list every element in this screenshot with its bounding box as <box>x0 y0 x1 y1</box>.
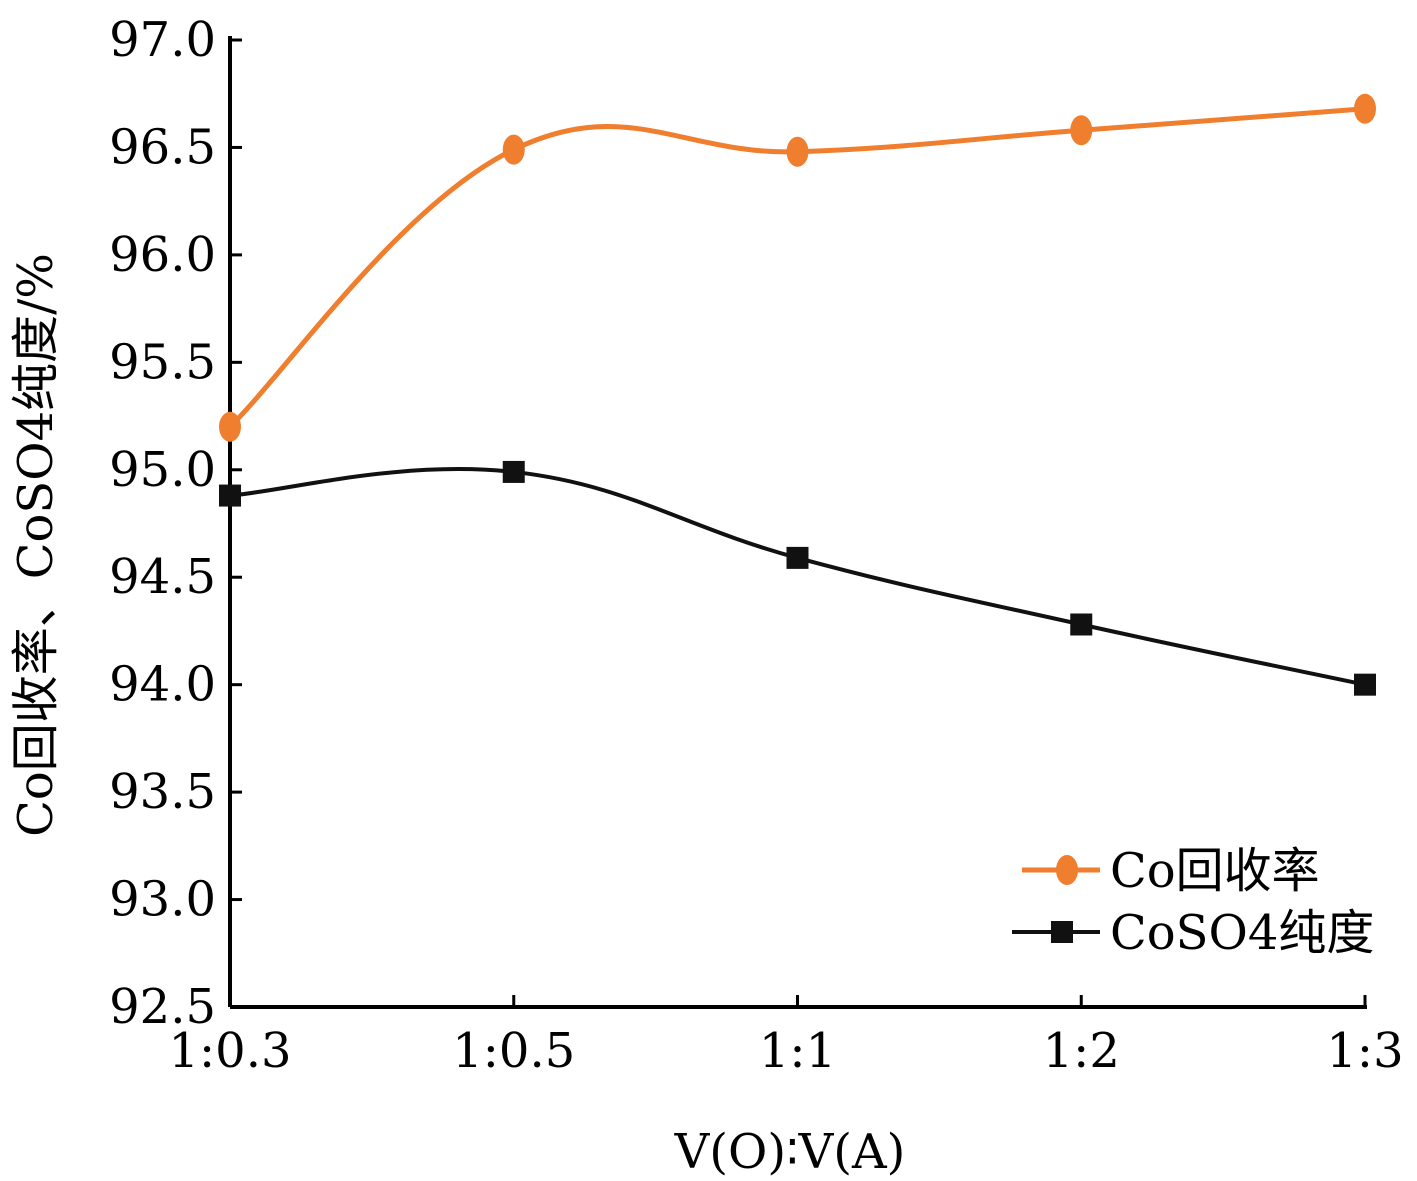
x-axis-title: V(O)∶V(A) <box>674 1124 906 1180</box>
data-point <box>1354 673 1376 696</box>
data-point <box>1354 93 1376 124</box>
data-point <box>1070 115 1093 146</box>
legend-marker <box>1051 921 1073 943</box>
legend-item: CoSO4纯度 <box>1012 905 1374 961</box>
y-tick-label: 95.0 <box>109 442 216 498</box>
y-tick-label: 94.0 <box>109 657 216 713</box>
series-line <box>228 106 1366 429</box>
series-1 <box>219 93 1376 442</box>
x-tick-label: 1:0.5 <box>452 1023 575 1079</box>
data-point <box>502 460 525 483</box>
data-point <box>219 411 241 442</box>
y-axis-ticks: 92.5 93.0 93.5 94.0 94.5 95.0 95.5 96.0 96.5 97.0 <box>109 12 242 1035</box>
x-tick-label: 1:0.3 <box>168 1023 291 1079</box>
y-tick-label: 94.5 <box>109 549 216 605</box>
y-tick-label: 96.0 <box>109 227 216 283</box>
legend-label: Co回收率 <box>1110 843 1320 899</box>
y-tick-label: 92.5 <box>109 979 216 1035</box>
y-tick-label: 95.5 <box>109 334 216 390</box>
series-line <box>229 467 1366 687</box>
y-tick-label: 93.5 <box>109 764 216 820</box>
data-point <box>786 546 809 569</box>
legend-label: CoSO4纯度 <box>1110 905 1374 961</box>
legend-marker <box>1056 855 1078 885</box>
x-tick-label: 1:3 <box>1326 1023 1403 1079</box>
y-tick-label: 97.0 <box>109 12 216 68</box>
y-axis-title: Co回收率、CoSO4纯度/% <box>8 253 64 837</box>
y-tick-label: 93.0 <box>109 872 216 928</box>
x-tick-label: 1:1 <box>759 1023 836 1079</box>
legend: Co回收率 CoSO4纯度 <box>1012 843 1374 961</box>
data-point <box>786 136 809 167</box>
x-tick-label: 1:2 <box>1043 1023 1120 1079</box>
y-tick-label: 96.5 <box>109 119 216 175</box>
data-point <box>1070 613 1093 636</box>
legend-item: Co回收率 <box>1022 843 1320 899</box>
series-2 <box>219 460 1376 696</box>
x-axis-ticks: 1:0.3 1:0.5 1:1 1:2 1:3 <box>168 995 1404 1079</box>
data-point <box>502 134 525 165</box>
data-point <box>219 484 241 507</box>
series-layer <box>219 93 1376 696</box>
